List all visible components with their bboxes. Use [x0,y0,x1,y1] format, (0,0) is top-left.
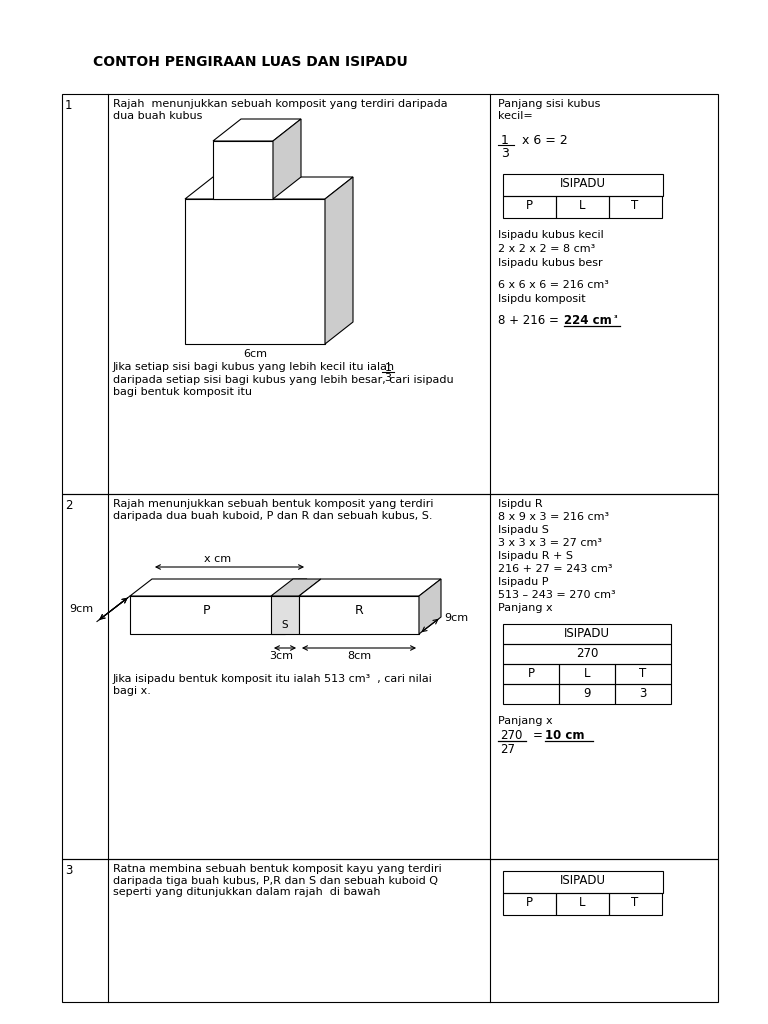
Text: Isipadu R + S: Isipadu R + S [498,551,573,561]
Text: L: L [579,199,585,212]
Text: x cm: x cm [204,554,232,564]
Text: T: T [631,199,639,212]
Text: Isipadu S: Isipadu S [498,525,549,535]
Text: =: = [533,729,547,742]
Text: T: T [640,667,647,680]
Bar [609,196,662,218]
Bar [62,94,718,494]
Text: 3: 3 [65,864,72,877]
Bar [503,624,671,644]
Bar [299,596,419,634]
Text: L: L [579,896,585,909]
Text: 9cm: 9cm [444,613,468,623]
Text: Panjang sisi kubus
kecil=: Panjang sisi kubus kecil= [498,99,601,121]
Polygon shape [273,119,301,199]
Text: P: P [528,667,535,680]
Text: L: L [584,667,591,680]
Text: ISIPADU: ISIPADU [564,627,610,640]
Bar [62,859,718,1002]
Text: Rajah menunjukkan sebuah bentuk komposit yang terdiri
daripada dua buah kuboid, : Rajah menunjukkan sebuah bentuk komposit… [113,499,433,520]
Polygon shape [299,579,441,596]
Text: 6 x 6 x 6 = 216 cm³: 6 x 6 x 6 = 216 cm³ [498,280,609,290]
Bar [271,596,299,634]
Polygon shape [325,177,353,344]
Text: 1: 1 [385,362,392,373]
Bar [556,893,609,915]
Text: 2 x 2 x 2 = 8 cm³: 2 x 2 x 2 = 8 cm³ [498,244,595,254]
Text: 224 cm: 224 cm [564,314,612,327]
Text: Jika isipadu bentuk komposit itu ialah 513 cm³  , cari nilai
bagi x.: Jika isipadu bentuk komposit itu ialah 5… [113,674,433,695]
Polygon shape [419,579,441,634]
Bar [62,494,718,859]
Text: Isipadu P: Isipadu P [498,577,548,587]
Polygon shape [271,579,321,596]
Text: 3cm: 3cm [269,651,293,662]
Text: Rajah  menunjukkan sebuah komposit yang terdiri daripada
dua buah kubus: Rajah menunjukkan sebuah komposit yang t… [113,99,448,121]
Polygon shape [130,579,307,596]
Text: Panjang x: Panjang x [498,603,553,613]
Text: 27: 27 [500,743,515,756]
Bar [503,871,663,893]
Text: P: P [525,199,532,212]
Text: 270: 270 [500,729,522,742]
Text: 10 cm: 10 cm [545,729,584,742]
Text: Jika setiap sisi bagi kubus yang lebih kecil itu ialah: Jika setiap sisi bagi kubus yang lebih k… [113,362,395,372]
Bar [615,684,671,705]
Text: P: P [525,896,532,909]
Text: P: P [204,603,210,616]
Text: 513 – 243 = 270 cm³: 513 – 243 = 270 cm³ [498,590,616,600]
Text: 3 x 3 x 3 = 27 cm³: 3 x 3 x 3 = 27 cm³ [498,538,602,548]
Bar [556,196,609,218]
Text: 6cm: 6cm [243,349,267,359]
Text: CONTOH PENGIRAAN LUAS DAN ISIPADU: CONTOH PENGIRAAN LUAS DAN ISIPADU [93,55,408,69]
Text: Isipadu kubus besr: Isipadu kubus besr [498,258,603,268]
Bar [503,684,559,705]
Text: Panjang x: Panjang x [498,716,553,726]
Text: 216 + 27 = 243 cm³: 216 + 27 = 243 cm³ [498,564,613,574]
Text: 3: 3 [639,687,647,700]
Bar [130,596,285,634]
Text: ISIPADU: ISIPADU [560,177,606,190]
Bar [503,174,663,196]
Text: 8cm: 8cm [347,651,371,662]
Text: ³: ³ [614,314,617,323]
Text: 270: 270 [576,647,598,660]
Bar [609,893,662,915]
Text: 1: 1 [501,134,509,147]
Text: 1: 1 [65,99,72,112]
Text: S: S [282,620,288,630]
Text: Ratna membina sebuah bentuk komposit kayu yang terdiri
daripada tiga buah kubus,: Ratna membina sebuah bentuk komposit kay… [113,864,442,897]
Polygon shape [185,177,353,199]
Text: T: T [631,896,639,909]
Bar [615,664,671,684]
Text: ISIPADU: ISIPADU [560,874,606,887]
Bar [213,141,273,199]
Bar [503,893,556,915]
Bar [503,644,671,664]
Text: Isipdu komposit: Isipdu komposit [498,294,586,304]
Text: Isipdu R: Isipdu R [498,499,543,509]
Text: 9cm: 9cm [69,604,93,614]
Text: 3: 3 [385,373,392,383]
Text: x 6 = 2: x 6 = 2 [518,134,568,147]
Text: 9: 9 [583,687,591,700]
Bar [559,664,615,684]
Bar [185,199,325,344]
Polygon shape [213,119,301,141]
Bar [559,684,615,705]
Text: 3: 3 [501,147,509,160]
Text: Isipadu kubus kecil: Isipadu kubus kecil [498,230,604,240]
Text: 8 x 9 x 3 = 216 cm³: 8 x 9 x 3 = 216 cm³ [498,512,609,522]
Bar [503,196,556,218]
Bar [503,664,559,684]
Text: 8 + 216 =: 8 + 216 = [498,314,563,327]
Text: R: R [355,603,363,616]
Text: 2: 2 [65,499,72,512]
Text: daripada setiap sisi bagi kubus yang lebih besar, cari isipadu
bagi bentuk kompo: daripada setiap sisi bagi kubus yang leb… [113,375,454,396]
